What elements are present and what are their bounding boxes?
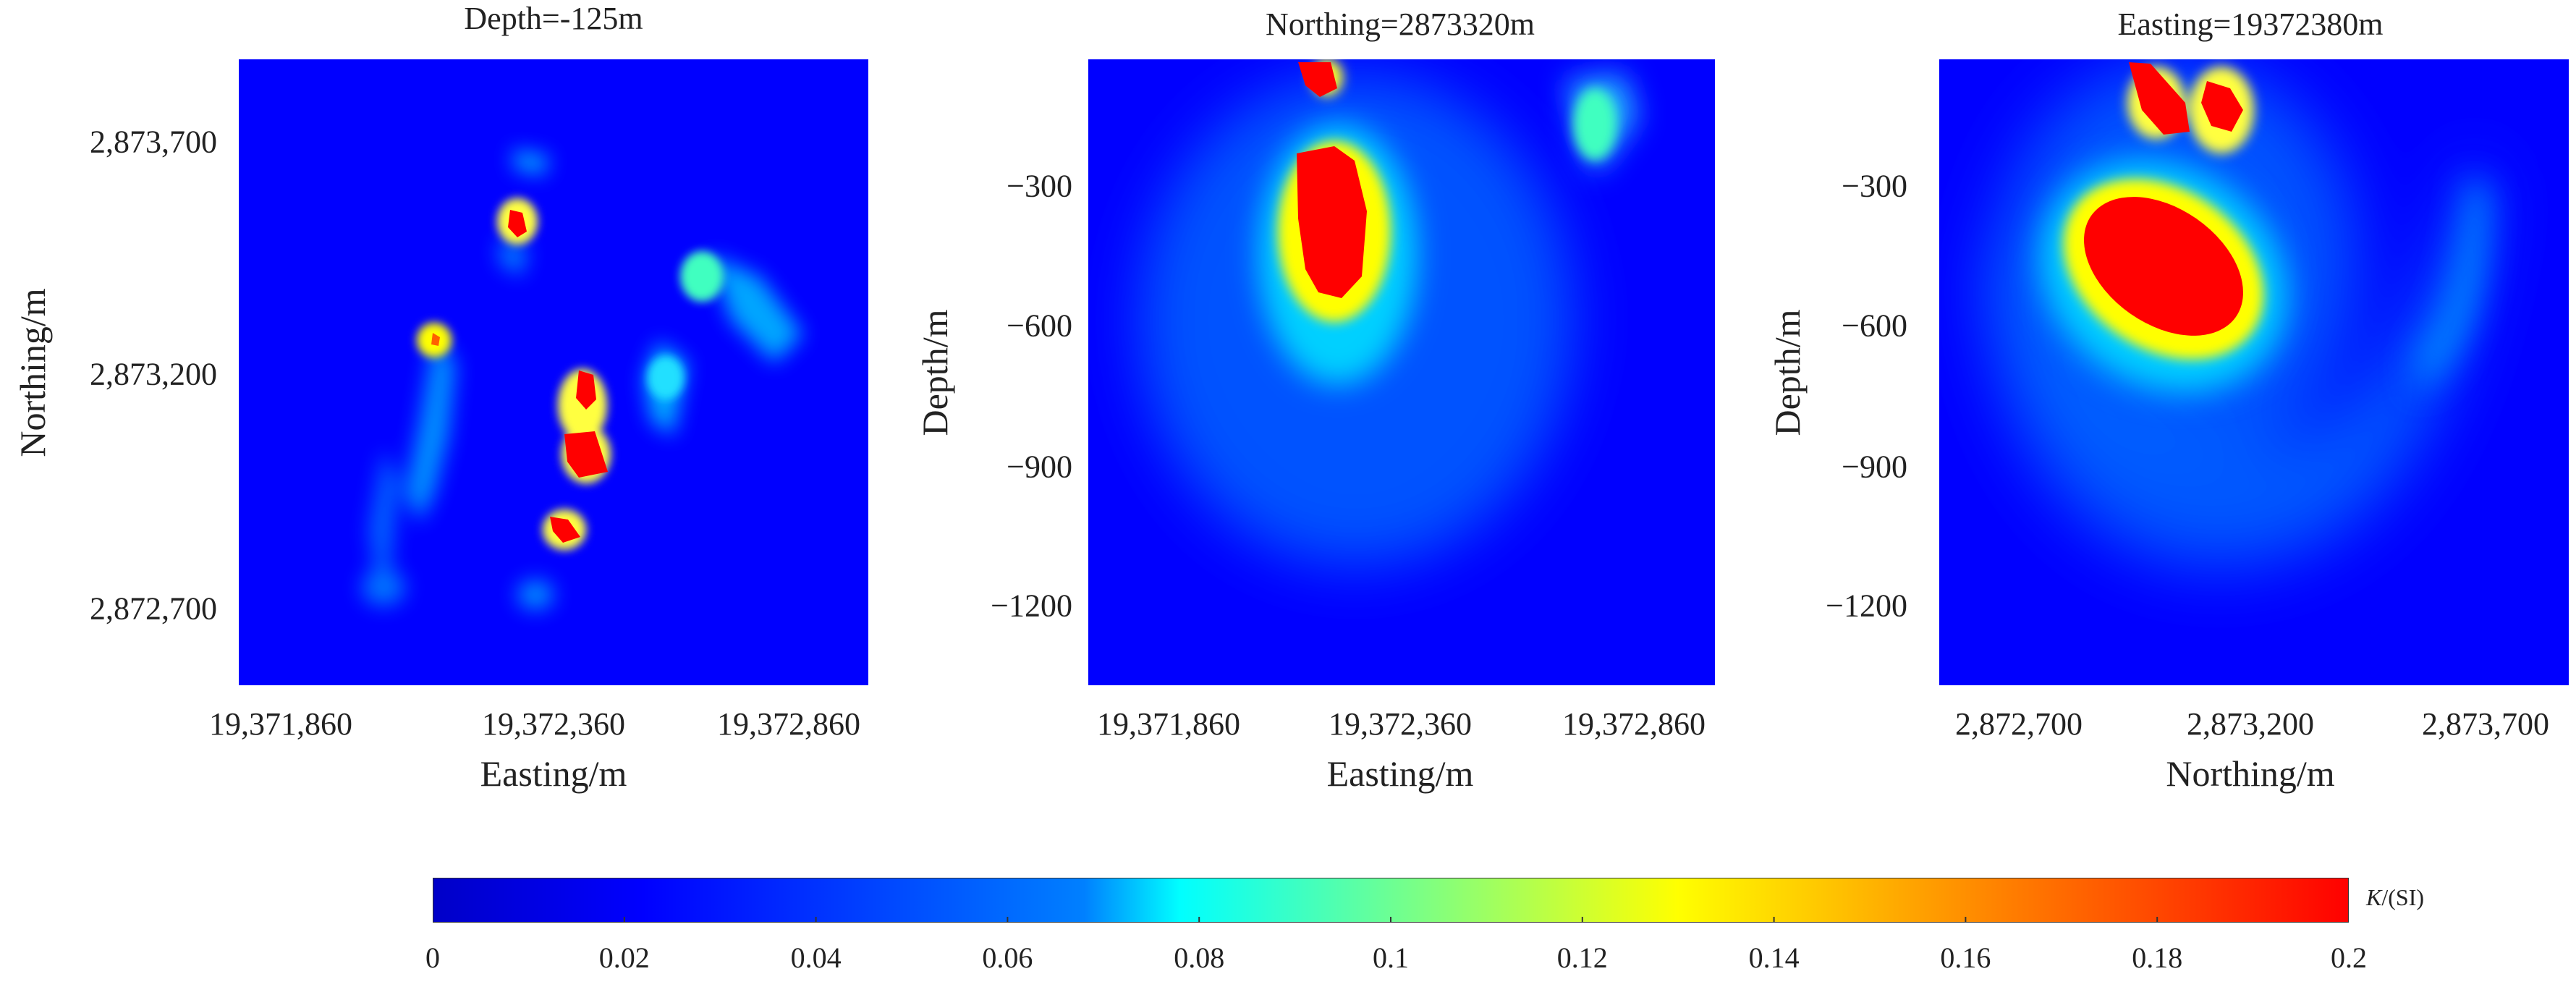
chart-1-ylabel: Northing/m	[12, 288, 53, 457]
chart-1-anomaly-halo	[709, 255, 803, 363]
chart-3-title: Easting=19372380m	[2117, 7, 2384, 42]
chart-1-anomaly-halo	[517, 580, 554, 609]
chart-3-ytick: −1200	[1826, 588, 1907, 624]
colorbar-tick-label: 0.06	[982, 941, 1033, 974]
chart-3-xlabel: Northing/m	[2166, 753, 2335, 794]
chart-1-ytick: 2,872,700	[90, 590, 217, 627]
colorbar-tick-label: 0.1	[1373, 941, 1409, 974]
colorbar-tick-label: 0.12	[1556, 941, 1608, 974]
chart-1-ytick: 2,873,200	[90, 356, 217, 392]
chart-1-ytick: 2,873,700	[90, 124, 217, 160]
chart-2-anomaly-peak	[1297, 146, 1367, 298]
chart-1-title: Depth=-125m	[464, 1, 643, 36]
colorbar-label-var: K	[2366, 884, 2382, 910]
chart-2-anomaly-peak	[1298, 62, 1337, 97]
colorbar-tick-label: 0.2	[2331, 941, 2367, 974]
chart-2-ytick: −900	[1007, 449, 1072, 485]
chart-1-anomaly-halo	[405, 334, 456, 522]
chart-2-heatmap	[1088, 59, 1715, 685]
chart-2-ytick: −1200	[991, 588, 1072, 624]
chart-2-ylabel: Depth/m	[915, 309, 955, 436]
chart-1-anomaly-core	[680, 251, 724, 302]
chart-3-anomaly-peak	[2084, 197, 2243, 336]
chart-3-anomaly-halo	[2417, 175, 2489, 392]
chart-1-background	[239, 59, 868, 685]
chart-1-anomaly-halo	[362, 569, 405, 606]
chart-2-title: Northing=2873320m	[1266, 7, 1535, 42]
chart-1-xtick: 19,371,860	[209, 706, 352, 742]
colorbar-gradient	[433, 878, 2349, 923]
colorbar	[433, 878, 2349, 923]
colorbar-tick-label: 0.18	[2132, 941, 2183, 974]
chart-3-xtick: 2,873,700	[2422, 706, 2549, 742]
chart-3-ytick: −300	[1842, 168, 1907, 204]
chart-1-xtick: 19,372,360	[482, 706, 625, 742]
chart-2-xlabel: Easting/m	[1326, 753, 1474, 794]
chart-3-xtick: 2,873,200	[2187, 706, 2314, 742]
chart-1-xtick: 19,372,860	[717, 706, 860, 742]
chart-1-xlabel: Easting/m	[480, 753, 627, 794]
chart-3-xtick: 2,872,700	[1955, 706, 2083, 742]
colorbar-label-unit: /(SI)	[2381, 884, 2424, 910]
colorbar-tick-label: 0	[425, 941, 440, 974]
colorbar-tick-label: 0.14	[1748, 941, 1800, 974]
chart-2-anomaly-core	[1573, 88, 1617, 161]
chart-1-anomaly-core	[648, 356, 684, 399]
chart-2-ytick: −300	[1007, 168, 1072, 204]
chart-2-xtick: 19,372,360	[1329, 706, 1472, 742]
chart-3-heatmap	[1939, 59, 2569, 685]
chart-1-anomaly-halo	[499, 240, 528, 276]
chart-1-anomaly-peak	[550, 517, 580, 543]
chart-3-ytick: −900	[1842, 449, 1907, 485]
chart-1-anomaly-peak	[508, 210, 527, 237]
colorbar-tick-marks	[623, 917, 2158, 923]
colorbar-label: K/(SI)	[2366, 884, 2424, 911]
chart-2-xtick: 19,371,860	[1097, 706, 1240, 742]
chart-3-ytick: −600	[1842, 308, 1907, 344]
chart-3-anomaly-peak	[2201, 81, 2243, 132]
chart-1-anomaly-halo	[369, 450, 398, 580]
chart-1-anomaly-peak	[576, 370, 596, 410]
chart-2-xtick: 19,372,860	[1562, 706, 1706, 742]
colorbar-tick-label: 0.16	[1940, 941, 1991, 974]
chart-2-ytick: −600	[1007, 308, 1072, 344]
chart-3-ylabel: Depth/m	[1767, 309, 1808, 436]
chart-1-anomaly-halo	[514, 150, 550, 175]
colorbar-tick-label: 0.08	[1174, 941, 1225, 974]
chart-3-anomaly-peak	[2129, 62, 2190, 135]
chart-1-anomaly-peak	[431, 333, 440, 346]
chart-1-anomaly-peak	[564, 431, 608, 478]
chart-3-anomaly-halo	[1983, 146, 2489, 568]
chart-1-heatmap	[239, 59, 868, 685]
colorbar-tick-label: 0.04	[790, 941, 842, 974]
colorbar-tick-label: 0.02	[598, 941, 650, 974]
